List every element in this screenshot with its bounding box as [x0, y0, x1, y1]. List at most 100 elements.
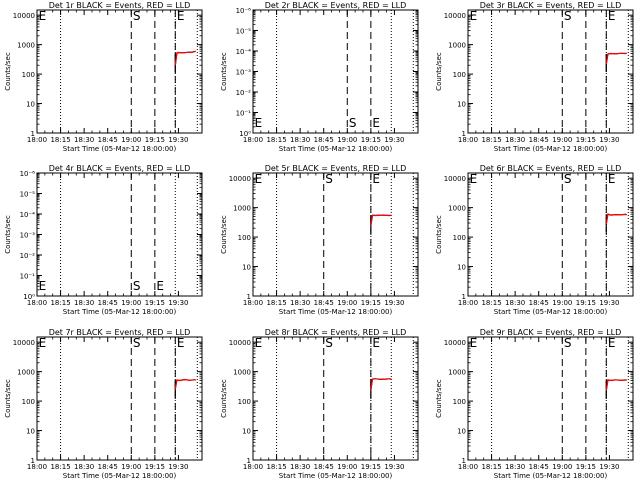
- y-tick-label: 1000: [17, 42, 35, 50]
- y-tick-label: 1: [31, 130, 35, 138]
- y-tick-label: 1: [462, 130, 466, 138]
- series-lld-line: [174, 378, 196, 390]
- x-tick-label: 18:45: [529, 463, 549, 471]
- y-tick-label: 10: [242, 264, 251, 272]
- x-tick-label: 19:00: [337, 463, 357, 471]
- series-lld-line: [605, 213, 627, 224]
- y-tick-label: 10000: [444, 175, 466, 183]
- x-tick-label: 19:00: [121, 463, 141, 471]
- y-axis-label: Counts/sec: [435, 379, 443, 418]
- x-tick-label: 18:30: [74, 136, 94, 144]
- event-marker-label: E: [608, 172, 616, 186]
- y-axis-label: Counts/sec: [4, 52, 12, 91]
- plot-frame: [36, 9, 203, 134]
- y-tick-label: 1000: [233, 205, 251, 213]
- y-tick-label: 10⁰: [239, 130, 251, 138]
- x-tick-label: 19:15: [361, 136, 381, 144]
- event-marker-label: E: [470, 336, 478, 350]
- x-tick-label: 18:15: [50, 136, 70, 144]
- y-tick-label: 10000: [444, 12, 466, 20]
- panel-title: Det 7r BLACK = Events, RED = LLD: [49, 328, 191, 337]
- y-axis-label: Counts/sec: [435, 52, 443, 91]
- y-tick-label: 10: [457, 428, 466, 436]
- event-marker-label: E: [255, 336, 263, 350]
- event-marker-label: E: [39, 9, 47, 23]
- y-tick-label: 1: [31, 457, 35, 465]
- x-tick-label: 18:00: [243, 463, 263, 471]
- event-marker-label: E: [608, 9, 616, 23]
- y-tick-label: 1: [247, 293, 251, 301]
- x-tick-label: 18:45: [529, 299, 549, 307]
- x-axis-label: Start Time (05-Mar-12 18:00:00): [494, 308, 608, 316]
- event-marker-label: E: [177, 336, 185, 350]
- y-axis-label: Counts/sec: [4, 215, 12, 254]
- event-marker-label: S: [564, 172, 572, 186]
- y-tick-label: 1: [462, 457, 466, 465]
- x-tick-label: 18:30: [505, 136, 525, 144]
- x-axis-label: Start Time (05-Mar-12 18:00:00): [494, 145, 608, 153]
- x-tick-label: 18:45: [314, 463, 334, 471]
- event-marker-label: E: [372, 116, 380, 130]
- x-tick-label: 18:30: [74, 463, 94, 471]
- series-lld-line: [174, 50, 196, 66]
- y-tick-label: 10: [26, 428, 35, 436]
- y-tick-label: 10⁻⁵: [236, 28, 252, 36]
- x-tick-label: 18:00: [458, 136, 478, 144]
- x-tick-label: 18:15: [266, 136, 286, 144]
- panel-det-7r: Det 7r BLACK = Events, RED = LLD 1 10 100 10…: [4, 328, 203, 480]
- plot-frame: [467, 172, 634, 297]
- panel-title: Det 6r BLACK = Events, RED = LLD: [480, 164, 622, 173]
- x-tick-label: 19:00: [552, 463, 572, 471]
- y-tick-label: 100: [453, 398, 466, 406]
- y-axis-label: Counts/sec: [220, 215, 228, 254]
- series-events-line: [174, 378, 196, 390]
- y-tick-label: 10000: [229, 175, 251, 183]
- x-tick-label: 19:30: [384, 299, 404, 307]
- y-tick-label: 10⁻²: [20, 252, 36, 260]
- panel-title: Det 5r BLACK = Events, RED = LLD: [265, 164, 407, 173]
- plot-frame: [36, 336, 203, 461]
- x-tick-label: 18:30: [505, 463, 525, 471]
- event-marker-label: E: [372, 172, 380, 186]
- event-marker-label: E: [470, 172, 478, 186]
- y-axis-label: Counts/sec: [220, 379, 228, 418]
- x-tick-label: 19:00: [337, 299, 357, 307]
- x-tick-label: 19:00: [552, 136, 572, 144]
- y-tick-label: 10⁻³: [236, 69, 252, 77]
- y-tick-label: 10000: [229, 339, 251, 347]
- event-marker-label: S: [133, 9, 141, 23]
- y-tick-label: 100: [22, 398, 35, 406]
- y-tick-label: 1000: [17, 369, 35, 377]
- event-marker-label: E: [156, 279, 164, 293]
- series-lld-line: [605, 52, 627, 65]
- y-tick-label: 1: [462, 293, 466, 301]
- x-tick-label: 19:30: [168, 299, 188, 307]
- x-axis-label: Start Time (05-Mar-12 18:00:00): [63, 308, 177, 316]
- series-lld-line: [370, 214, 392, 226]
- x-tick-label: 19:15: [145, 136, 165, 144]
- x-tick-label: 19:15: [361, 299, 381, 307]
- plot-frame: [252, 9, 419, 134]
- x-tick-label: 18:00: [27, 299, 47, 307]
- x-tick-label: 18:30: [505, 299, 525, 307]
- y-tick-label: 10⁻²: [236, 89, 252, 97]
- x-tick-label: 18:15: [481, 299, 501, 307]
- x-tick-label: 18:00: [458, 463, 478, 471]
- x-tick-label: 18:15: [481, 136, 501, 144]
- x-tick-label: 18:45: [98, 136, 118, 144]
- plot-frame: [36, 172, 203, 297]
- x-tick-label: 18:45: [529, 136, 549, 144]
- series-events-line: [174, 50, 196, 66]
- x-tick-label: 18:00: [458, 299, 478, 307]
- y-tick-label: 10⁻⁴: [20, 211, 36, 219]
- event-marker-label: E: [39, 336, 47, 350]
- x-tick-label: 18:45: [314, 299, 334, 307]
- y-tick-label: 10⁻¹: [20, 273, 36, 281]
- event-marker-label: S: [325, 336, 333, 350]
- y-tick-label: 10⁻⁶: [236, 7, 252, 15]
- x-tick-label: 19:00: [337, 136, 357, 144]
- plot-frame: [252, 172, 419, 297]
- y-axis-label: Counts/sec: [220, 52, 228, 91]
- panel-det-6r: Det 6r BLACK = Events, RED = LLD 1 10 100 10…: [435, 164, 634, 316]
- series-events-line: [605, 213, 627, 224]
